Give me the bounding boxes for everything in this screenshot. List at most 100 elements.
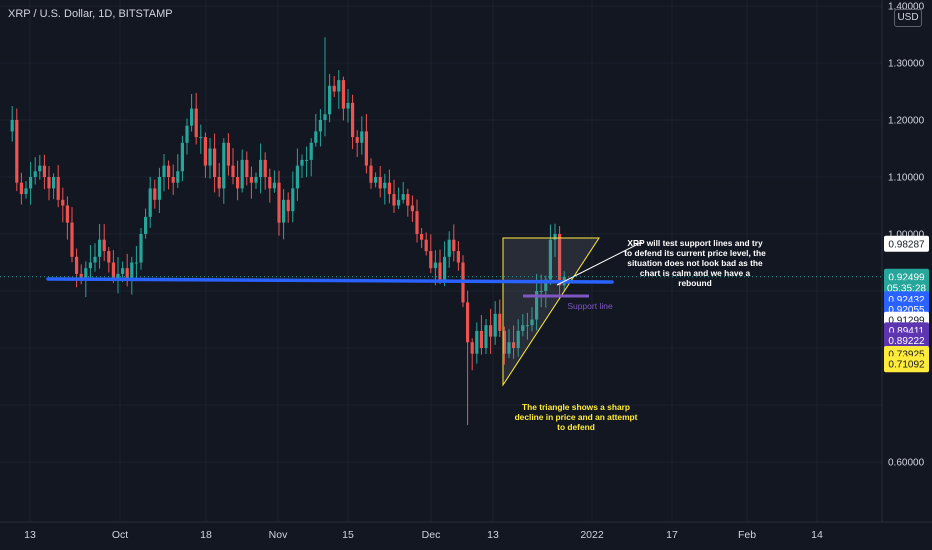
candle-body	[309, 142, 313, 160]
main-annotation-note: XRP will test support lines and try to d…	[624, 238, 766, 288]
candle-body	[33, 171, 37, 177]
price-tag-label: 0.73925	[888, 349, 925, 360]
triangle-annotation-note: The triangle shows a sharp decline in pr…	[514, 402, 638, 432]
candle-body	[116, 273, 120, 280]
candle-body	[24, 188, 28, 195]
support-line-blue	[46, 277, 614, 284]
candle-body	[153, 188, 157, 200]
candle-body	[415, 211, 419, 234]
candle-body	[29, 177, 33, 189]
time-axis-tick-label: Nov	[269, 529, 288, 541]
candle-body	[360, 131, 364, 143]
price-tag-label: 0.92432	[888, 295, 925, 306]
candle-body	[52, 177, 56, 189]
price-axis-tick-label: 0.60000	[888, 458, 925, 469]
time-axis-tick-label: Feb	[738, 529, 756, 541]
candle-body	[337, 80, 341, 92]
chart-grid	[0, 0, 882, 522]
annotation-leader-line	[556, 241, 643, 286]
candle-body	[530, 319, 534, 326]
candle-body	[268, 177, 272, 189]
candle-body	[378, 177, 382, 189]
candle-body	[10, 120, 14, 132]
price-tag-label: 0.92499	[888, 272, 925, 283]
candle-body	[259, 159, 263, 177]
candle-body	[245, 159, 249, 177]
candle-body	[346, 102, 350, 109]
symbol-title[interactable]: XRP / U.S. Dollar, 1D, BITSTAMP	[8, 8, 173, 20]
candle-body	[162, 165, 166, 177]
candle-body	[107, 251, 111, 263]
candle-body	[502, 330, 506, 354]
candle-body	[300, 159, 304, 166]
candle-body	[318, 120, 322, 132]
candle-body	[249, 177, 253, 183]
time-axis-tick-label: 13	[24, 529, 36, 541]
candle-body	[332, 85, 336, 92]
price-tag-label: 0.89411	[889, 326, 925, 337]
time-axis-tick-label: 2022	[580, 529, 604, 541]
support-line-label: Support line	[567, 301, 613, 311]
candle-body	[369, 165, 373, 183]
candle-body	[167, 165, 171, 177]
candle-body	[282, 199, 286, 223]
candle-body	[213, 148, 217, 177]
candle-body	[144, 216, 148, 234]
candle-body	[42, 165, 46, 177]
price-tag-label: 0.92055	[888, 305, 925, 316]
candle-body	[397, 199, 401, 206]
candle-body	[208, 148, 212, 166]
candle-body	[401, 194, 405, 200]
price-tag-label: 0.71092	[888, 360, 925, 371]
candle-body	[447, 239, 451, 257]
candle-body	[507, 342, 511, 354]
candle-body	[38, 165, 42, 172]
candle-body	[493, 313, 497, 337]
triangle-shape	[502, 237, 600, 387]
candle-body	[254, 177, 258, 183]
candle-body	[305, 159, 309, 161]
candle-body	[489, 325, 493, 337]
candle-body	[539, 291, 543, 292]
candle-body	[433, 262, 437, 269]
chart-drawings[interactable]	[0, 237, 882, 387]
price-tag-label: 05:35:28	[887, 284, 926, 295]
time-axis-tick-label: 17	[666, 529, 678, 541]
candle-body	[475, 330, 479, 354]
candle-body	[558, 234, 562, 286]
candle-body	[479, 330, 483, 348]
candle-body	[323, 114, 327, 120]
candle-body	[392, 194, 396, 206]
candlestick-series[interactable]	[10, 37, 566, 425]
candle-body	[272, 182, 276, 189]
candle-body	[84, 268, 88, 280]
candle-body	[521, 325, 525, 331]
price-axis-tick-label: 1.20000	[888, 116, 925, 127]
candle-body	[217, 177, 221, 189]
candle-body	[443, 256, 447, 280]
candle-body	[438, 262, 442, 280]
price-tag-box	[884, 332, 929, 349]
candle-body	[194, 108, 198, 138]
candle-body	[355, 137, 359, 143]
candle-body	[226, 142, 230, 166]
candle-body	[93, 256, 97, 263]
candle-body	[176, 171, 180, 183]
candle-body	[111, 262, 115, 280]
candle-body	[139, 234, 143, 263]
price-axis-tick-label: 1.10000	[888, 173, 925, 184]
candle-body	[553, 234, 557, 240]
candle-body	[341, 80, 345, 109]
price-tag-label: 0.98287	[888, 239, 925, 250]
candle-body	[88, 262, 92, 269]
candle-body	[498, 313, 502, 331]
currency-button[interactable]: USD	[894, 9, 922, 27]
price-tag-box	[884, 235, 929, 252]
candle-body	[222, 142, 226, 189]
time-axis-tick-label: 18	[200, 529, 212, 541]
candle-body	[470, 342, 474, 354]
candle-body	[102, 239, 106, 252]
candle-body	[387, 182, 391, 195]
